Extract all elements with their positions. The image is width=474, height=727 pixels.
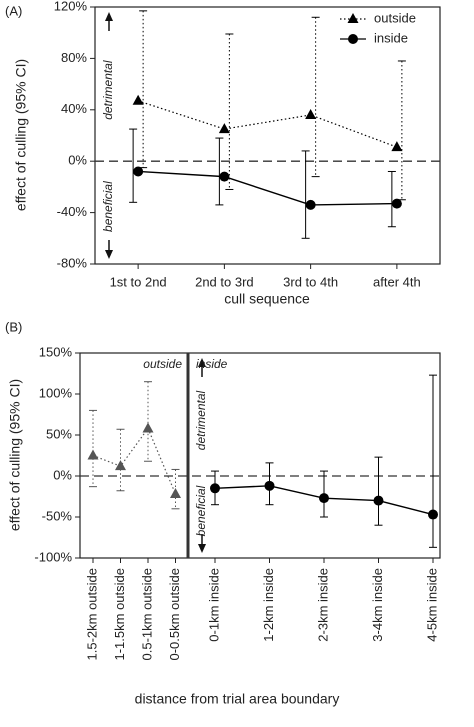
annotation: detrimental <box>194 390 208 450</box>
y-tick-label: 50% <box>46 426 72 441</box>
error-bar <box>116 428 125 492</box>
error-bar <box>397 60 406 201</box>
x-axis-label: cull sequence <box>224 291 310 307</box>
marker <box>373 495 384 506</box>
error-bar <box>387 170 396 228</box>
plot-frame <box>94 6 441 265</box>
marker <box>219 171 230 182</box>
error-bar <box>89 409 97 488</box>
y-axis-label: effect of culling (95% CI) <box>13 59 29 211</box>
error-bar <box>215 137 224 206</box>
marker <box>347 13 359 23</box>
y-tick-label: 0% <box>53 467 72 482</box>
arrow-head <box>105 250 113 259</box>
marker <box>428 509 438 520</box>
y-tick-label: -40% <box>57 204 88 219</box>
marker <box>305 108 317 119</box>
error-bar <box>139 10 148 169</box>
error-bar <box>144 381 152 462</box>
x-tick-label: after 4th <box>373 274 421 289</box>
x-tick-label: 2-3km inside <box>315 568 330 642</box>
panel-label: (B) <box>5 319 22 334</box>
annotation: beneficial <box>101 181 115 232</box>
marker <box>391 198 402 209</box>
marker <box>264 480 275 491</box>
error-bar <box>171 468 180 510</box>
region-label: inside <box>196 357 228 371</box>
arrow-head <box>105 12 113 21</box>
marker <box>348 34 358 44</box>
error-bar <box>311 16 320 178</box>
marker <box>142 422 154 433</box>
x-tick-label: 0-0.5km outside <box>167 568 182 661</box>
error-bar <box>129 128 138 203</box>
series-line <box>137 100 398 148</box>
marker <box>305 199 316 210</box>
error-bar <box>374 456 383 526</box>
x-tick-label: 1.5-2km outside <box>84 568 99 661</box>
y-tick-label: 100% <box>39 385 73 400</box>
error-bar <box>429 374 437 548</box>
y-axis-label: effect of culling (95% CI) <box>7 379 23 531</box>
x-tick-label: 3rd to 4th <box>283 274 338 289</box>
marker <box>218 123 230 134</box>
marker <box>133 166 144 177</box>
y-tick-label: 0% <box>68 153 87 168</box>
y-tick-label: -50% <box>42 508 73 523</box>
y-tick-label: 80% <box>61 50 87 65</box>
marker <box>170 488 181 499</box>
x-tick-label: 1-2km inside <box>261 568 276 642</box>
x-tick-label: 0-1km inside <box>206 568 221 642</box>
panel-label: (A) <box>5 3 22 18</box>
series-line <box>138 170 397 206</box>
y-tick-label: 40% <box>61 101 87 116</box>
error-bar <box>225 33 234 190</box>
arrow-head <box>198 544 206 553</box>
x-tick-label: 2nd to 3rd <box>195 274 254 289</box>
legend-label: inside <box>374 30 408 45</box>
y-tick-label: 150% <box>39 344 73 359</box>
arrow-head <box>198 358 206 367</box>
marker <box>210 483 220 494</box>
annotation: detrimental <box>101 60 115 120</box>
series-line <box>92 427 177 495</box>
y-tick-label: -80% <box>57 255 88 270</box>
x-tick-label: 0.5-1km outside <box>139 568 154 661</box>
x-tick-label: 3-4km inside <box>370 568 385 642</box>
plot-frame <box>79 352 441 559</box>
marker <box>87 449 99 460</box>
x-tick-label: 4-5km inside <box>424 568 439 642</box>
y-tick-label: 120% <box>54 0 88 13</box>
region-label: outside <box>143 357 182 371</box>
x-tick-label: 1st to 2nd <box>110 274 167 289</box>
x-axis-label: distance from trial area boundary <box>135 691 340 707</box>
legend-label: outside <box>374 10 416 25</box>
marker <box>391 141 403 152</box>
marker <box>319 493 329 504</box>
y-tick-label: -100% <box>34 549 72 564</box>
x-tick-label: 1-1.5km outside <box>112 568 127 661</box>
annotation: beneficial <box>194 485 208 536</box>
marker <box>132 94 144 105</box>
marker <box>115 460 126 471</box>
error-bar <box>301 150 310 239</box>
